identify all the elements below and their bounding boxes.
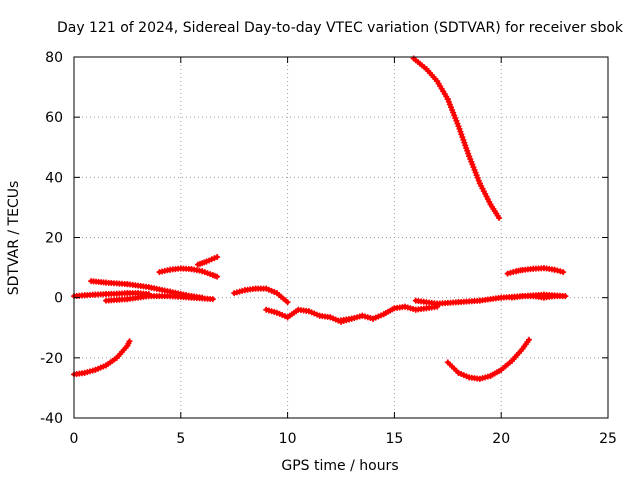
axis-ticks: 0 5 10 15 20 25 -40 -20 0 20 40 60 80 [40, 50, 617, 447]
series-arc-d [71, 338, 133, 378]
data-series [71, 55, 569, 382]
y-axis-label: SDTVAR / TECUs [6, 181, 22, 296]
y-tick-label: 20 [45, 231, 63, 247]
data-point [557, 268, 564, 275]
y-tick-label: -20 [40, 351, 63, 367]
data-point [507, 269, 514, 276]
y-tick-label: 0 [54, 291, 63, 307]
series-arc-n [444, 336, 532, 382]
y-tick-label: 80 [45, 50, 63, 66]
data-point [525, 336, 532, 343]
data-point [510, 268, 517, 275]
data-point [496, 214, 503, 221]
data-point [554, 267, 561, 274]
y-tick-label: 40 [45, 170, 63, 186]
data-point [504, 270, 511, 277]
series-arc-g [231, 285, 291, 306]
data-point [214, 273, 221, 280]
x-tick-label: 20 [492, 431, 510, 447]
x-tick-label: 15 [385, 431, 403, 447]
series-arc-f [194, 254, 221, 268]
series-arc-k [508, 293, 569, 301]
data-point [562, 293, 569, 300]
series-arc-m [504, 265, 567, 277]
grid [74, 57, 608, 418]
data-point [560, 269, 567, 276]
x-tick-label: 0 [70, 431, 79, 447]
series-arc-a [71, 290, 152, 300]
series-arc-e [156, 265, 221, 280]
x-tick-label: 5 [176, 431, 185, 447]
x-axis-label: GPS time / hours [281, 458, 398, 474]
series-arc-c [103, 293, 216, 304]
data-point [126, 338, 133, 345]
y-tick-label: 60 [45, 110, 63, 126]
series-arc-i [338, 303, 441, 324]
x-tick-label: 25 [599, 431, 617, 447]
series-arc-l [410, 55, 503, 221]
data-point [209, 296, 216, 303]
chart-title: Day 121 of 2024, Sidereal Day-to-day VTE… [57, 20, 624, 36]
data-point [551, 266, 558, 273]
x-tick-label: 10 [279, 431, 297, 447]
data-point [284, 299, 291, 306]
y-tick-label: -40 [40, 411, 63, 427]
data-point [214, 254, 221, 261]
